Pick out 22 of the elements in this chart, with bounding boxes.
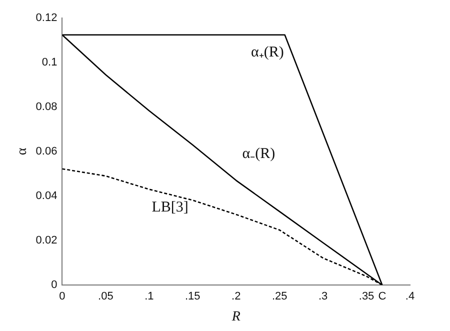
y-tick-label: 0.02 [36, 234, 58, 247]
x-tick-label: .4 [405, 290, 415, 303]
x-tick-label: .3 [318, 290, 328, 303]
x-tick-label: .25 [272, 290, 288, 303]
y-tick-label: 0.08 [36, 101, 58, 114]
annotation: α₊(R) [250, 44, 284, 61]
x-tick-label: .15 [184, 290, 200, 303]
annotation: LB[3] [152, 200, 188, 216]
x-tick-label: .2 [232, 290, 241, 303]
x-axis-title: R [230, 309, 241, 324]
y-tick-label: 0.06 [36, 146, 58, 158]
x-tick-label: .1 [144, 290, 154, 303]
y-axis-title: α [15, 147, 30, 156]
y-tick-label: 0 [51, 279, 58, 292]
y-tick-label: 0.04 [36, 190, 58, 202]
x-tick-label: .05 [98, 290, 114, 303]
y-tick-label: 0.1 [42, 56, 58, 69]
x-tick-label: 0 [59, 290, 66, 303]
x-tick-label: .35 [358, 290, 374, 303]
y-tick-label: 0.12 [36, 12, 58, 24]
x-tick-label: C [378, 290, 386, 303]
annotation: α₋(R) [242, 146, 276, 162]
